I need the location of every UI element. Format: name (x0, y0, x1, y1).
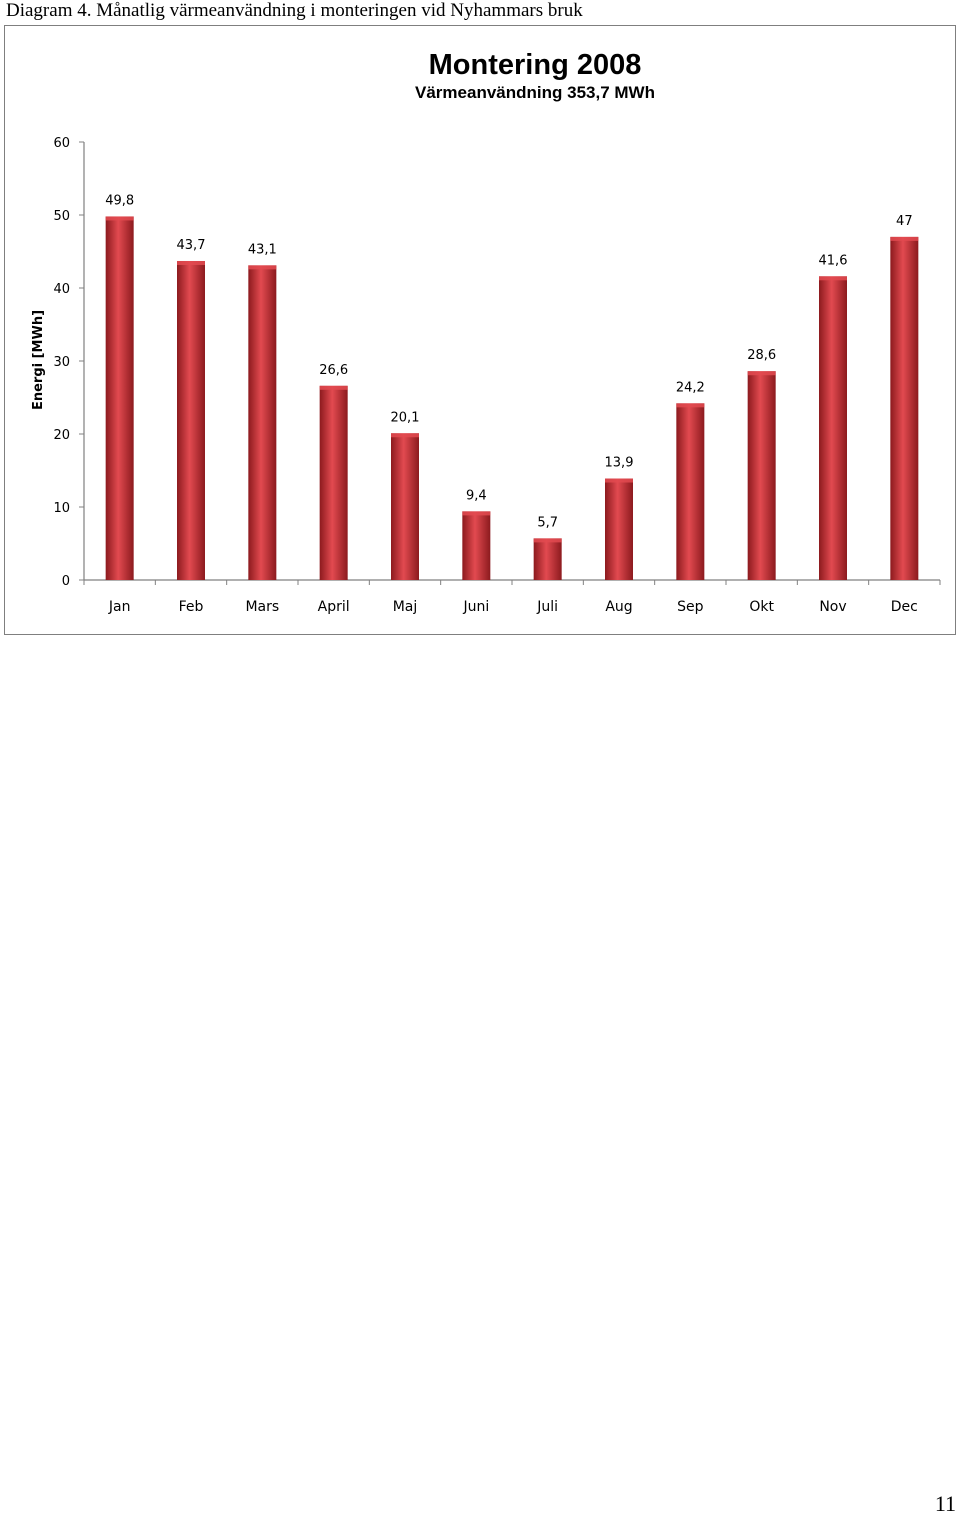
x-tick-label: Sep (677, 599, 704, 615)
data-label: 5,7 (537, 515, 558, 530)
data-labels: 49,8 43,7 43,1 26,6 20,1 9,4 5,7 13,9 24,2 28,6 41… (105, 193, 912, 530)
bar-cap (747, 371, 776, 376)
data-label: 24,2 (676, 380, 705, 395)
bar-cap (819, 276, 847, 281)
x-tick-label: Aug (605, 599, 632, 615)
data-label: 28,6 (747, 348, 776, 363)
chart-subtitle: Värmeanvändning 353,7 MWh (415, 83, 655, 102)
x-tick-label: Jan (108, 599, 131, 615)
x-tick-label: April (318, 599, 350, 615)
x-tick-label: Juli (536, 599, 558, 615)
bar-cap (462, 511, 491, 516)
data-label: 20,1 (391, 410, 420, 425)
x-tick-label: Nov (819, 599, 846, 615)
y-axis-label: Energi [MWh] (31, 310, 46, 410)
bar-cap (105, 216, 134, 221)
bar-cap (605, 478, 633, 483)
x-tick-label: Mars (245, 599, 279, 615)
bar-cap (177, 260, 205, 265)
bar-sep (676, 403, 705, 580)
y-tick-label: 50 (53, 209, 70, 224)
x-tick-label: Feb (179, 599, 204, 615)
bar-april (319, 385, 348, 580)
bar-okt (747, 371, 776, 580)
data-label: 43,1 (248, 242, 277, 257)
x-tick-label: Dec (891, 599, 918, 615)
y-tick-label: 30 (53, 355, 70, 370)
bar-cap (676, 403, 705, 408)
bar-dec (890, 236, 919, 580)
x-tick-label: Maj (393, 599, 418, 615)
axes (79, 141, 941, 585)
bar-cap (890, 236, 919, 241)
data-label: 26,6 (319, 363, 348, 378)
y-tick-label: 60 (53, 136, 70, 151)
y-tick-label: 20 (53, 428, 70, 443)
bar-feb (177, 260, 205, 580)
x-tick-labels: Jan Feb Mars April Maj Juni Juli Aug Sep Okt Nov De… (108, 599, 918, 615)
bar-maj (391, 433, 419, 580)
data-label: 43,7 (177, 238, 206, 253)
page-number: 11 (934, 1491, 956, 1516)
data-label: 49,8 (105, 193, 134, 208)
bar-mars (248, 265, 277, 580)
chart-frame (4, 25, 956, 635)
x-tick-label: Okt (749, 599, 774, 615)
data-label: 41,6 (819, 253, 848, 268)
bar-juli (533, 538, 562, 580)
bar-cap (319, 385, 348, 390)
data-label: 13,9 (605, 456, 634, 471)
bar-cap (391, 433, 419, 438)
chart-title: Montering 2008 (429, 49, 642, 81)
bar-juni (462, 511, 491, 580)
data-label: 47 (896, 214, 913, 229)
y-tick-label: 10 (53, 501, 70, 516)
bar-nov (819, 276, 847, 580)
bar-chart: Montering 2008 Värmeanvändning 353,7 MWh… (31, 49, 941, 615)
data-label: 9,4 (466, 488, 487, 503)
bars (105, 216, 919, 580)
y-tick-label: 0 (62, 574, 70, 589)
document-heading: Diagram 4. Månatlig värmeanvändning i mo… (6, 0, 583, 21)
bar-aug (605, 478, 633, 580)
bar-jan (105, 216, 134, 580)
bar-cap (248, 265, 277, 270)
y-tick-labels: 0 10 20 30 40 50 60 (53, 136, 70, 589)
x-tick-label: Juni (462, 599, 489, 615)
y-tick-label: 40 (53, 282, 70, 297)
bar-cap (533, 538, 562, 543)
